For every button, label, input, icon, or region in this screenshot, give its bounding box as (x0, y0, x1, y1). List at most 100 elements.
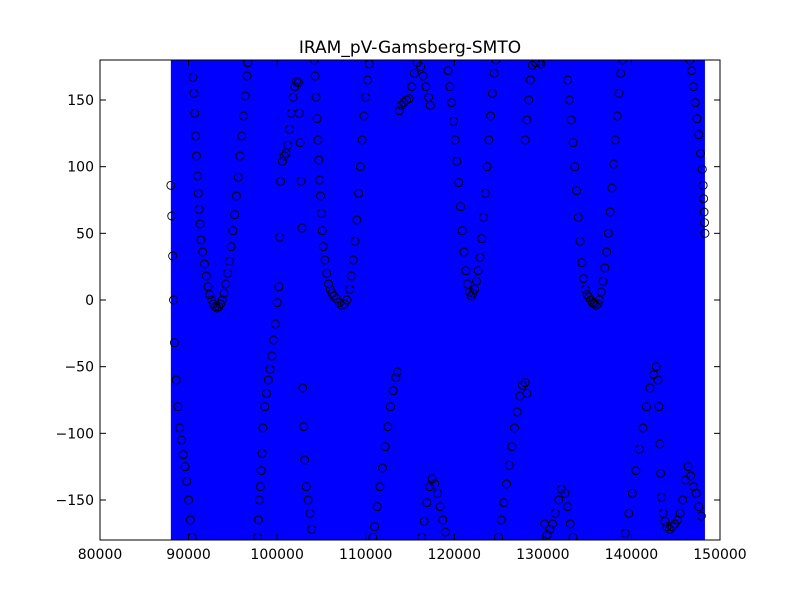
data-point (560, 488, 570, 498)
data-point (660, 516, 670, 526)
data-point (272, 298, 282, 308)
x-tick-label: 130000 (516, 547, 569, 563)
data-point (386, 402, 395, 412)
data-point (657, 492, 666, 502)
data-point (698, 180, 708, 190)
data-point (310, 71, 320, 81)
data-point (456, 202, 465, 212)
y-tick-label: 50 (76, 226, 94, 242)
data-point (193, 188, 203, 198)
data-point (457, 226, 467, 236)
data-point (563, 502, 573, 512)
data-point (435, 502, 445, 512)
data-point (510, 423, 519, 433)
data-point (348, 255, 358, 265)
data-point (312, 114, 322, 124)
data-point (564, 95, 574, 105)
data-point (294, 108, 304, 118)
data-point (278, 156, 287, 166)
data-point (450, 135, 460, 145)
data-point (210, 302, 220, 312)
data-point (378, 463, 387, 473)
data-point (301, 482, 311, 492)
data-point (688, 482, 698, 492)
data-point (402, 95, 411, 105)
data-point (612, 111, 622, 121)
data-point (275, 232, 285, 242)
data-point (433, 488, 442, 498)
data-point (694, 130, 704, 140)
data-point (166, 180, 176, 190)
data-point (293, 78, 303, 88)
y-tick-label: 0 (85, 293, 94, 309)
data-point (297, 223, 307, 233)
data-point (167, 211, 177, 221)
data-point (354, 188, 364, 198)
data-point (655, 439, 665, 449)
data-point (327, 288, 337, 298)
data-point (388, 386, 398, 396)
data-point (194, 204, 204, 214)
data-point (675, 508, 685, 518)
data-point (491, 60, 501, 65)
data-point (380, 442, 390, 452)
data-point (422, 498, 432, 508)
data-point (662, 522, 672, 532)
data-point (223, 268, 232, 278)
data-point (651, 362, 661, 372)
x-axis: 80000 90000 100000 110000 120000 130000 140000… (78, 60, 747, 563)
data-point (687, 66, 697, 76)
y-tick-label: −150 (56, 493, 94, 509)
data-point (359, 111, 369, 121)
data-point (391, 372, 401, 382)
data-point (363, 75, 372, 85)
data-point (448, 116, 458, 126)
data-point (577, 258, 587, 268)
data-point (438, 515, 448, 525)
data-point (285, 124, 294, 134)
data-point (274, 282, 284, 292)
data-point (262, 388, 271, 398)
y-tick-label: −50 (64, 360, 94, 376)
data-point (200, 259, 209, 269)
data-point (317, 226, 327, 236)
data-point (504, 460, 514, 470)
y-tick-label: 150 (67, 93, 94, 109)
data-point (276, 176, 286, 186)
data-point (667, 522, 677, 532)
data-point (357, 135, 367, 145)
data-point (256, 466, 266, 476)
data-point (314, 155, 324, 165)
data-point (394, 106, 404, 116)
data-point (482, 162, 492, 172)
data-point (507, 442, 517, 452)
data-point (361, 92, 371, 102)
data-point (522, 115, 532, 125)
data-point (269, 335, 279, 345)
data-point (691, 488, 701, 498)
data-point (254, 495, 264, 505)
data-point (409, 68, 419, 78)
data-point (531, 60, 541, 68)
data-point (283, 140, 293, 150)
plot-area: 80000 90000 100000 110000 120000 130000 140000… (56, 59, 747, 563)
data-point (171, 375, 181, 385)
data-point (201, 271, 211, 281)
data-point (226, 242, 236, 252)
data-point (445, 82, 455, 92)
data-point (603, 228, 613, 238)
x-tick-label: 150000 (693, 547, 746, 563)
data-point (425, 100, 435, 110)
data-point (487, 88, 497, 98)
data-point (484, 135, 494, 145)
data-point (697, 164, 707, 174)
x-tick-label: 140000 (605, 547, 658, 563)
data-point (452, 156, 462, 166)
data-point (696, 511, 706, 521)
data-point (316, 191, 325, 201)
data-point (573, 212, 583, 222)
data-point (475, 252, 485, 262)
data-point (696, 148, 705, 158)
data-point (230, 210, 240, 220)
data-point (191, 131, 201, 141)
